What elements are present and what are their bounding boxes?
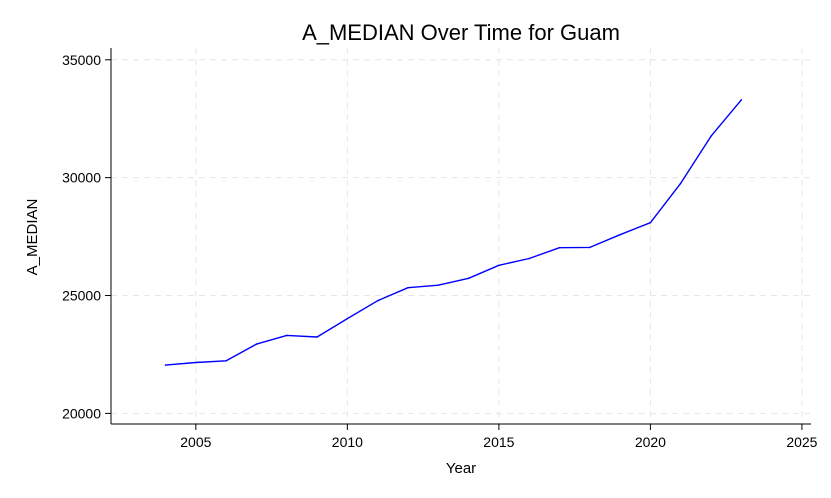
data-point (316, 336, 318, 338)
series-layer (164, 99, 743, 366)
x-tick-label: 2025 (786, 434, 817, 450)
y-tick-label: 30000 (62, 170, 101, 186)
data-point (437, 284, 440, 286)
axes (110, 48, 811, 425)
data-point (467, 277, 470, 280)
data-point (164, 364, 167, 366)
data-point (225, 360, 227, 362)
data-point (195, 361, 197, 364)
y-axis-ticks: 20000 25000 30000 35000 (62, 52, 111, 421)
x-tick-label: 2010 (332, 434, 363, 450)
y-axis-label: A_MEDIAN (24, 199, 41, 276)
data-point (498, 264, 500, 267)
grid-lines (111, 48, 811, 424)
data-point (679, 182, 682, 185)
x-axis-label: Year (446, 460, 476, 477)
data-point (346, 317, 349, 320)
y-tick-label: 35000 (62, 52, 101, 68)
chart-title: A_MEDIAN Over Time for Guam (302, 20, 620, 45)
x-tick-label: 2005 (180, 434, 211, 450)
data-point (407, 286, 409, 289)
data-point (255, 343, 258, 345)
data-point (285, 334, 288, 337)
x-tick-label: 2015 (483, 434, 514, 450)
series-line (165, 99, 742, 366)
x-tick-label: 2020 (635, 434, 666, 450)
data-point (558, 246, 561, 249)
data-point (528, 257, 530, 260)
data-point (376, 299, 379, 302)
data-point (619, 233, 621, 236)
data-point (710, 135, 712, 137)
x-axis-ticks: 2005 2010 2015 2020 2025 (180, 424, 818, 450)
y-tick-label: 20000 (62, 405, 101, 421)
data-point (588, 246, 591, 249)
data-point (649, 221, 652, 224)
y-tick-label: 25000 (62, 288, 101, 304)
data-point (740, 99, 743, 101)
